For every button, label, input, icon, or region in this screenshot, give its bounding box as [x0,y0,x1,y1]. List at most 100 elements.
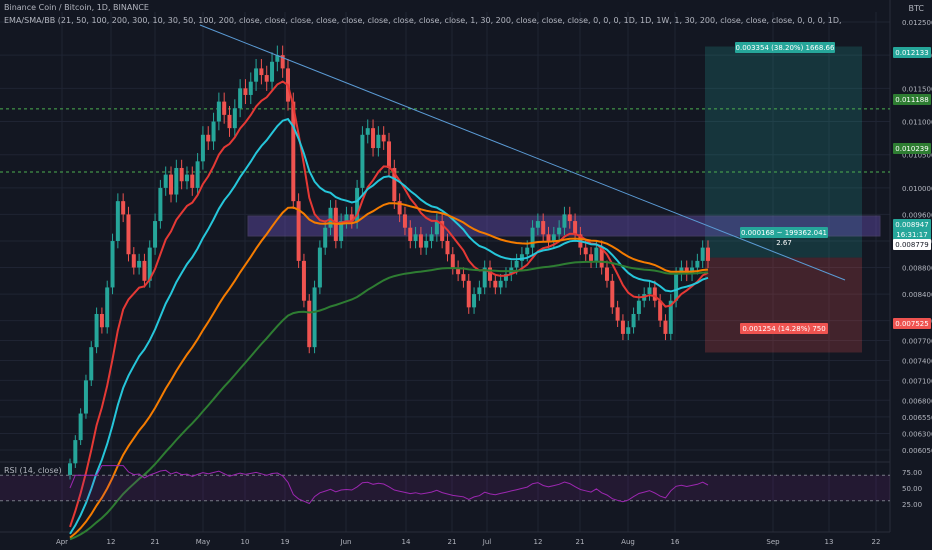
time-tick-label: 21 [576,538,585,546]
candle-body [626,327,630,334]
candle-body [158,188,162,221]
time-tick-label: 13 [825,538,834,546]
candle-body [382,135,386,142]
candle-body [637,301,641,314]
candle-body [701,248,705,261]
time-tick-label: 14 [402,538,411,546]
candle-body [414,234,418,241]
time-tick-label: 10 [241,538,250,546]
candle-body [217,102,221,122]
candle-body [180,168,184,181]
candle-body [100,314,104,327]
price-badge: 0.010239 [895,145,928,153]
candle-body [313,287,317,347]
candle-body [371,128,375,148]
candle-body [706,248,710,261]
candle-body [674,274,678,301]
time-tick-label: May [196,538,210,546]
candle-body [493,281,497,288]
stop-label: 0.001254 (14.28%) 750 [742,325,825,333]
candle-body [557,228,561,235]
price-tick-label: 0.006050 [902,447,932,455]
candle-body [573,221,577,234]
rsi-label: RSI (14, close) [4,466,62,475]
candle-body [212,122,216,142]
candle-body [653,287,657,300]
price-tick-label: 0.007700 [902,338,932,346]
price-badge: 0.008947 [895,221,928,229]
candle-body [270,62,274,82]
candle-body [366,128,370,135]
candle-body [403,214,407,227]
price-tick-label: 0.008400 [902,291,932,299]
time-tick-label: Aug [621,538,635,546]
time-tick-label: 22 [872,538,881,546]
candle-body [472,294,476,307]
candle-body [329,208,333,228]
currency-label: BTC [909,4,925,13]
time-tick-label: Sep [766,538,780,546]
candle-body [68,463,72,475]
candle-body [259,68,263,75]
candle-body [323,228,327,248]
time-tick-label: 16 [671,538,680,546]
candle-body [105,287,109,327]
candle-body [536,221,540,228]
candle-body [249,82,253,95]
candle-body [584,248,588,255]
candle-body [621,321,625,334]
candle-body [515,261,519,268]
candle-body [408,228,412,241]
candle-body [111,241,115,287]
candle-body [238,88,242,108]
price-tick-label: 0.007400 [902,357,932,365]
price-tick-label: 0.006800 [902,397,932,405]
time-tick-label: Apr [56,538,68,546]
time-tick-label: 21 [151,538,160,546]
price-badge: 0.011188 [895,96,928,104]
candle-body [153,221,157,248]
time-tick-label: Jun [340,538,352,546]
time-tick-label: 21 [448,538,457,546]
candle-body [531,228,535,248]
candle-body [307,301,311,347]
rsi-band [0,475,890,501]
candle-body [190,175,194,188]
price-tick-label: 0.008800 [902,265,932,273]
stop-zone [705,258,862,353]
candle-body [137,261,141,268]
candle-body [302,261,306,301]
candle-body [562,214,566,227]
candle-body [196,161,200,188]
time-tick-label: Jul [482,538,492,546]
candle-body [467,281,471,308]
candle-body [648,287,652,294]
price-badge: 0.012133 [895,49,928,57]
candle-body [79,414,83,441]
candle-body [265,75,269,82]
candle-body [525,248,529,255]
candle-body [547,234,551,241]
candle-body [228,115,232,128]
price-badge: 0.008779 [895,241,928,249]
candle-body [185,175,189,182]
price-tick-label: 0.007100 [902,377,932,385]
candle-body [73,440,77,463]
price-badge: 0.007525 [895,320,928,328]
candle-body [126,214,130,254]
candle-body [541,221,545,234]
candle-body [169,175,173,195]
candle-body [445,241,449,254]
candle-body [552,234,556,241]
price-tick-label: 0.006550 [902,414,932,422]
candle-body [387,141,391,168]
position-label: 0.000168 ~ 199362.041 [741,229,827,237]
candle-body [663,321,667,334]
candle-body [376,135,380,148]
candle-body [132,254,136,267]
ratio-label: 2.67 [776,239,792,247]
time-tick-label: 12 [107,538,116,546]
